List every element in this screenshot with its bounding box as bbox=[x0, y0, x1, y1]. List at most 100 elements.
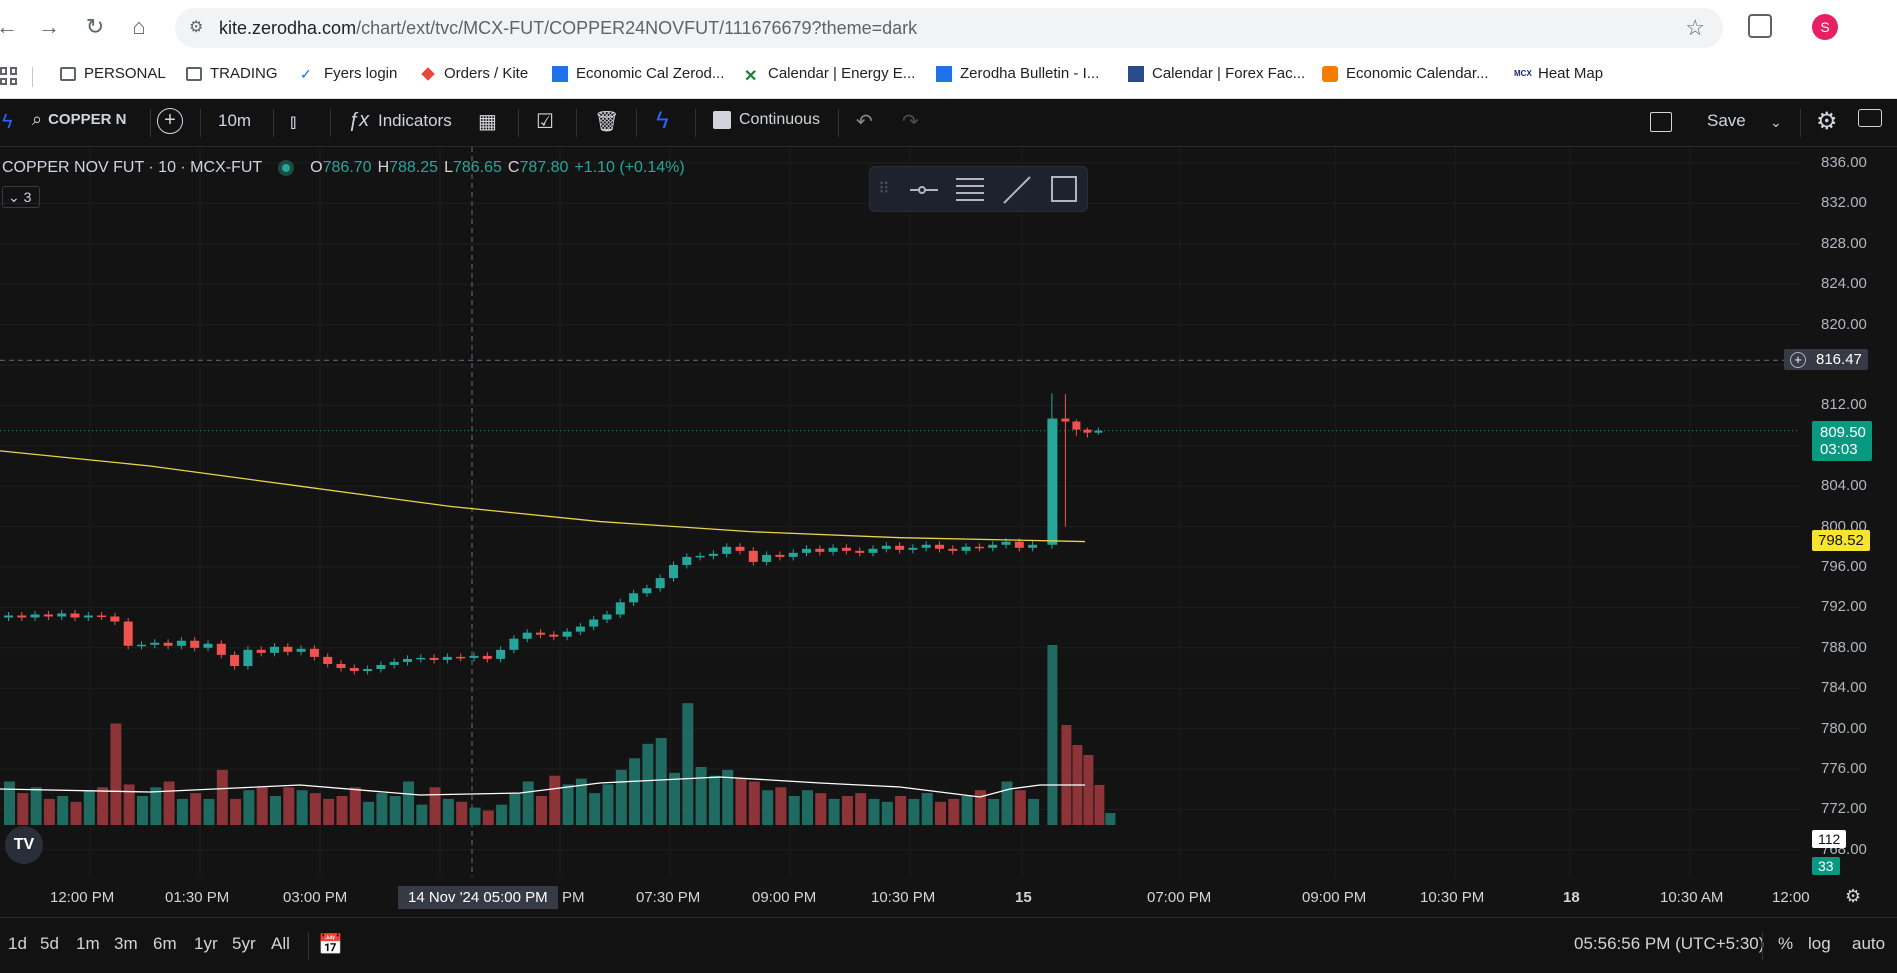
interval-button[interactable]: 10m bbox=[218, 111, 252, 130]
bookmark-fyers-login[interactable]: ✓ Fyers login bbox=[300, 65, 398, 82]
apps-icon[interactable] bbox=[0, 67, 18, 85]
camera-icon[interactable] bbox=[1858, 109, 1882, 127]
volume-bar bbox=[695, 767, 707, 825]
goto-date-icon[interactable]: 📅 bbox=[318, 934, 343, 956]
bookmark-star-icon[interactable]: ☆ bbox=[1685, 15, 1705, 40]
indicators-button[interactable]: Indicators bbox=[378, 111, 452, 130]
candle-body bbox=[775, 554, 785, 557]
bookmark-heat-map[interactable]: MCX Heat Map bbox=[1514, 65, 1604, 82]
range-button-5d[interactable]: 5d bbox=[40, 934, 59, 953]
volume-bar bbox=[363, 801, 375, 825]
volume-bar bbox=[1001, 781, 1013, 825]
volume-bar bbox=[150, 787, 162, 825]
forward-icon[interactable]: → bbox=[38, 14, 60, 39]
bookmark-zerodha-bulletin[interactable]: Zerodha Bulletin - I... bbox=[936, 65, 1099, 82]
templates-icon[interactable]: ▦ bbox=[478, 111, 497, 133]
symbol-search-button[interactable]: ⌕ COPPER N bbox=[32, 109, 127, 129]
bookmark-personal[interactable]: PERSONAL bbox=[60, 65, 166, 82]
drag-handle-icon[interactable]: ⠿ bbox=[878, 181, 890, 198]
candle-body bbox=[1028, 544, 1038, 548]
range-button-5yr[interactable]: 5yr bbox=[232, 934, 256, 953]
volume-bar bbox=[1105, 813, 1116, 825]
tradingview-logo[interactable]: TV bbox=[5, 826, 43, 864]
last-price-tag: 809.50 03:03 bbox=[1812, 421, 1872, 461]
save-dropdown-icon[interactable]: ⌄ bbox=[1770, 114, 1782, 130]
candle-body bbox=[376, 664, 386, 670]
percent-toggle[interactable]: % bbox=[1778, 934, 1794, 953]
price-tick-label: 828.00 bbox=[1821, 234, 1867, 252]
candle-body bbox=[682, 556, 692, 565]
range-button-1d[interactable]: 1d bbox=[8, 934, 27, 953]
site-info-icon[interactable]: ⚙ bbox=[189, 19, 204, 36]
volume-bar bbox=[176, 798, 188, 825]
volume-bar bbox=[988, 798, 1000, 825]
bookmark-forex-factory[interactable]: Calendar | Forex Fac... bbox=[1128, 65, 1305, 82]
undo-icon[interactable]: ↶ bbox=[856, 111, 873, 133]
extensions-icon[interactable] bbox=[1748, 14, 1772, 38]
bookmark-orders-kite[interactable]: Orders / Kite bbox=[420, 65, 528, 82]
time-tick-label: 12:00 bbox=[1772, 889, 1810, 906]
price-tick-label: 788.00 bbox=[1821, 638, 1867, 656]
redo-icon[interactable]: ↷ bbox=[902, 111, 919, 133]
continuous-toggle[interactable]: Continuous bbox=[713, 111, 820, 129]
chart-toolbar: ϟ ⌕ COPPER N + 10m ⫾ ƒx Indicators ▦ ☑ 🗑… bbox=[0, 99, 1897, 147]
chart-type-candles-icon[interactable]: ⫾ bbox=[290, 111, 297, 133]
rectangle-icon[interactable] bbox=[1051, 176, 1077, 202]
range-button-6m[interactable]: 6m bbox=[153, 934, 177, 953]
candle-body bbox=[482, 655, 492, 659]
range-button-All[interactable]: All bbox=[271, 934, 290, 953]
checkbox-icon[interactable]: ☑ bbox=[536, 111, 554, 133]
bookmark-calendar-energy[interactable]: ✕ Calendar | Energy E... bbox=[744, 65, 916, 85]
crosshair-add-icon[interactable]: + bbox=[1790, 352, 1806, 368]
volume-bar bbox=[575, 778, 587, 825]
candle-body bbox=[988, 544, 998, 548]
horizontal-ray-icon[interactable] bbox=[910, 186, 938, 194]
time-tick-label: 07:00 PM bbox=[1147, 889, 1212, 906]
trash-icon[interactable]: 🗑 bbox=[594, 111, 620, 133]
price-chart[interactable] bbox=[0, 147, 1897, 877]
candle-body bbox=[602, 614, 612, 620]
candle-body bbox=[469, 655, 479, 658]
market-status-dot bbox=[278, 160, 295, 176]
parallel-channel-icon[interactable] bbox=[956, 178, 984, 201]
candle-body bbox=[1072, 421, 1081, 430]
volume-bar bbox=[735, 778, 747, 825]
volume-bar bbox=[349, 787, 361, 825]
back-icon[interactable]: ← bbox=[0, 14, 18, 39]
bookmarks-bar: PERSONAL TRADING ✓ Fyers login Orders / K… bbox=[0, 55, 1897, 99]
clock-timezone[interactable]: 05:56:56 PM (UTC+5:30) bbox=[1574, 934, 1765, 953]
mcx-icon: MCX bbox=[1514, 68, 1532, 78]
reload-icon[interactable]: ↻ bbox=[85, 14, 105, 39]
home-icon[interactable]: ⌂ bbox=[132, 14, 146, 39]
bookmark-economic-calendar[interactable]: Economic Calendar... bbox=[1322, 65, 1489, 82]
bookmark-economic-cal-zerodha[interactable]: Economic Cal Zerod... bbox=[552, 65, 724, 82]
log-toggle[interactable]: log bbox=[1808, 934, 1831, 953]
profile-avatar[interactable]: S bbox=[1812, 14, 1838, 40]
range-button-1yr[interactable]: 1yr bbox=[194, 934, 218, 953]
price-axis[interactable]: 836.00832.00828.00824.00820.00816.00812.… bbox=[1803, 147, 1897, 877]
add-symbol-icon[interactable]: + bbox=[157, 108, 183, 134]
candle-body bbox=[828, 547, 838, 552]
trend-line-icon[interactable] bbox=[1003, 176, 1031, 204]
candle-body bbox=[1047, 418, 1058, 545]
candle-body bbox=[589, 619, 599, 627]
range-button-3m[interactable]: 3m bbox=[114, 934, 138, 953]
auto-toggle[interactable]: auto bbox=[1852, 934, 1886, 953]
volume-bar bbox=[868, 798, 880, 825]
settings-icon[interactable]: ⚙ bbox=[1816, 108, 1838, 135]
layout-icon[interactable] bbox=[1650, 112, 1672, 132]
lightning-menu-icon[interactable]: ϟ bbox=[2, 111, 13, 133]
timezone-settings-icon[interactable]: ⚙ bbox=[1845, 886, 1862, 906]
volume-bar bbox=[243, 790, 255, 825]
candle-body bbox=[1061, 418, 1070, 422]
lightning-icon[interactable]: ϟ bbox=[656, 107, 669, 134]
time-tick-label: 03:00 PM bbox=[283, 889, 348, 906]
address-bar[interactable]: ⚙ kite.zerodha.com/chart/ext/tvc/MCX-FUT… bbox=[175, 8, 1723, 48]
candle-body bbox=[163, 642, 173, 646]
candle-body bbox=[748, 550, 758, 562]
indicators-collapse-toggle[interactable]: ⌄ 3 bbox=[2, 186, 40, 208]
candle-body bbox=[283, 646, 293, 652]
range-button-1m[interactable]: 1m bbox=[76, 934, 100, 953]
save-button[interactable]: Save bbox=[1707, 111, 1746, 130]
bookmark-trading[interactable]: TRADING bbox=[186, 65, 278, 82]
